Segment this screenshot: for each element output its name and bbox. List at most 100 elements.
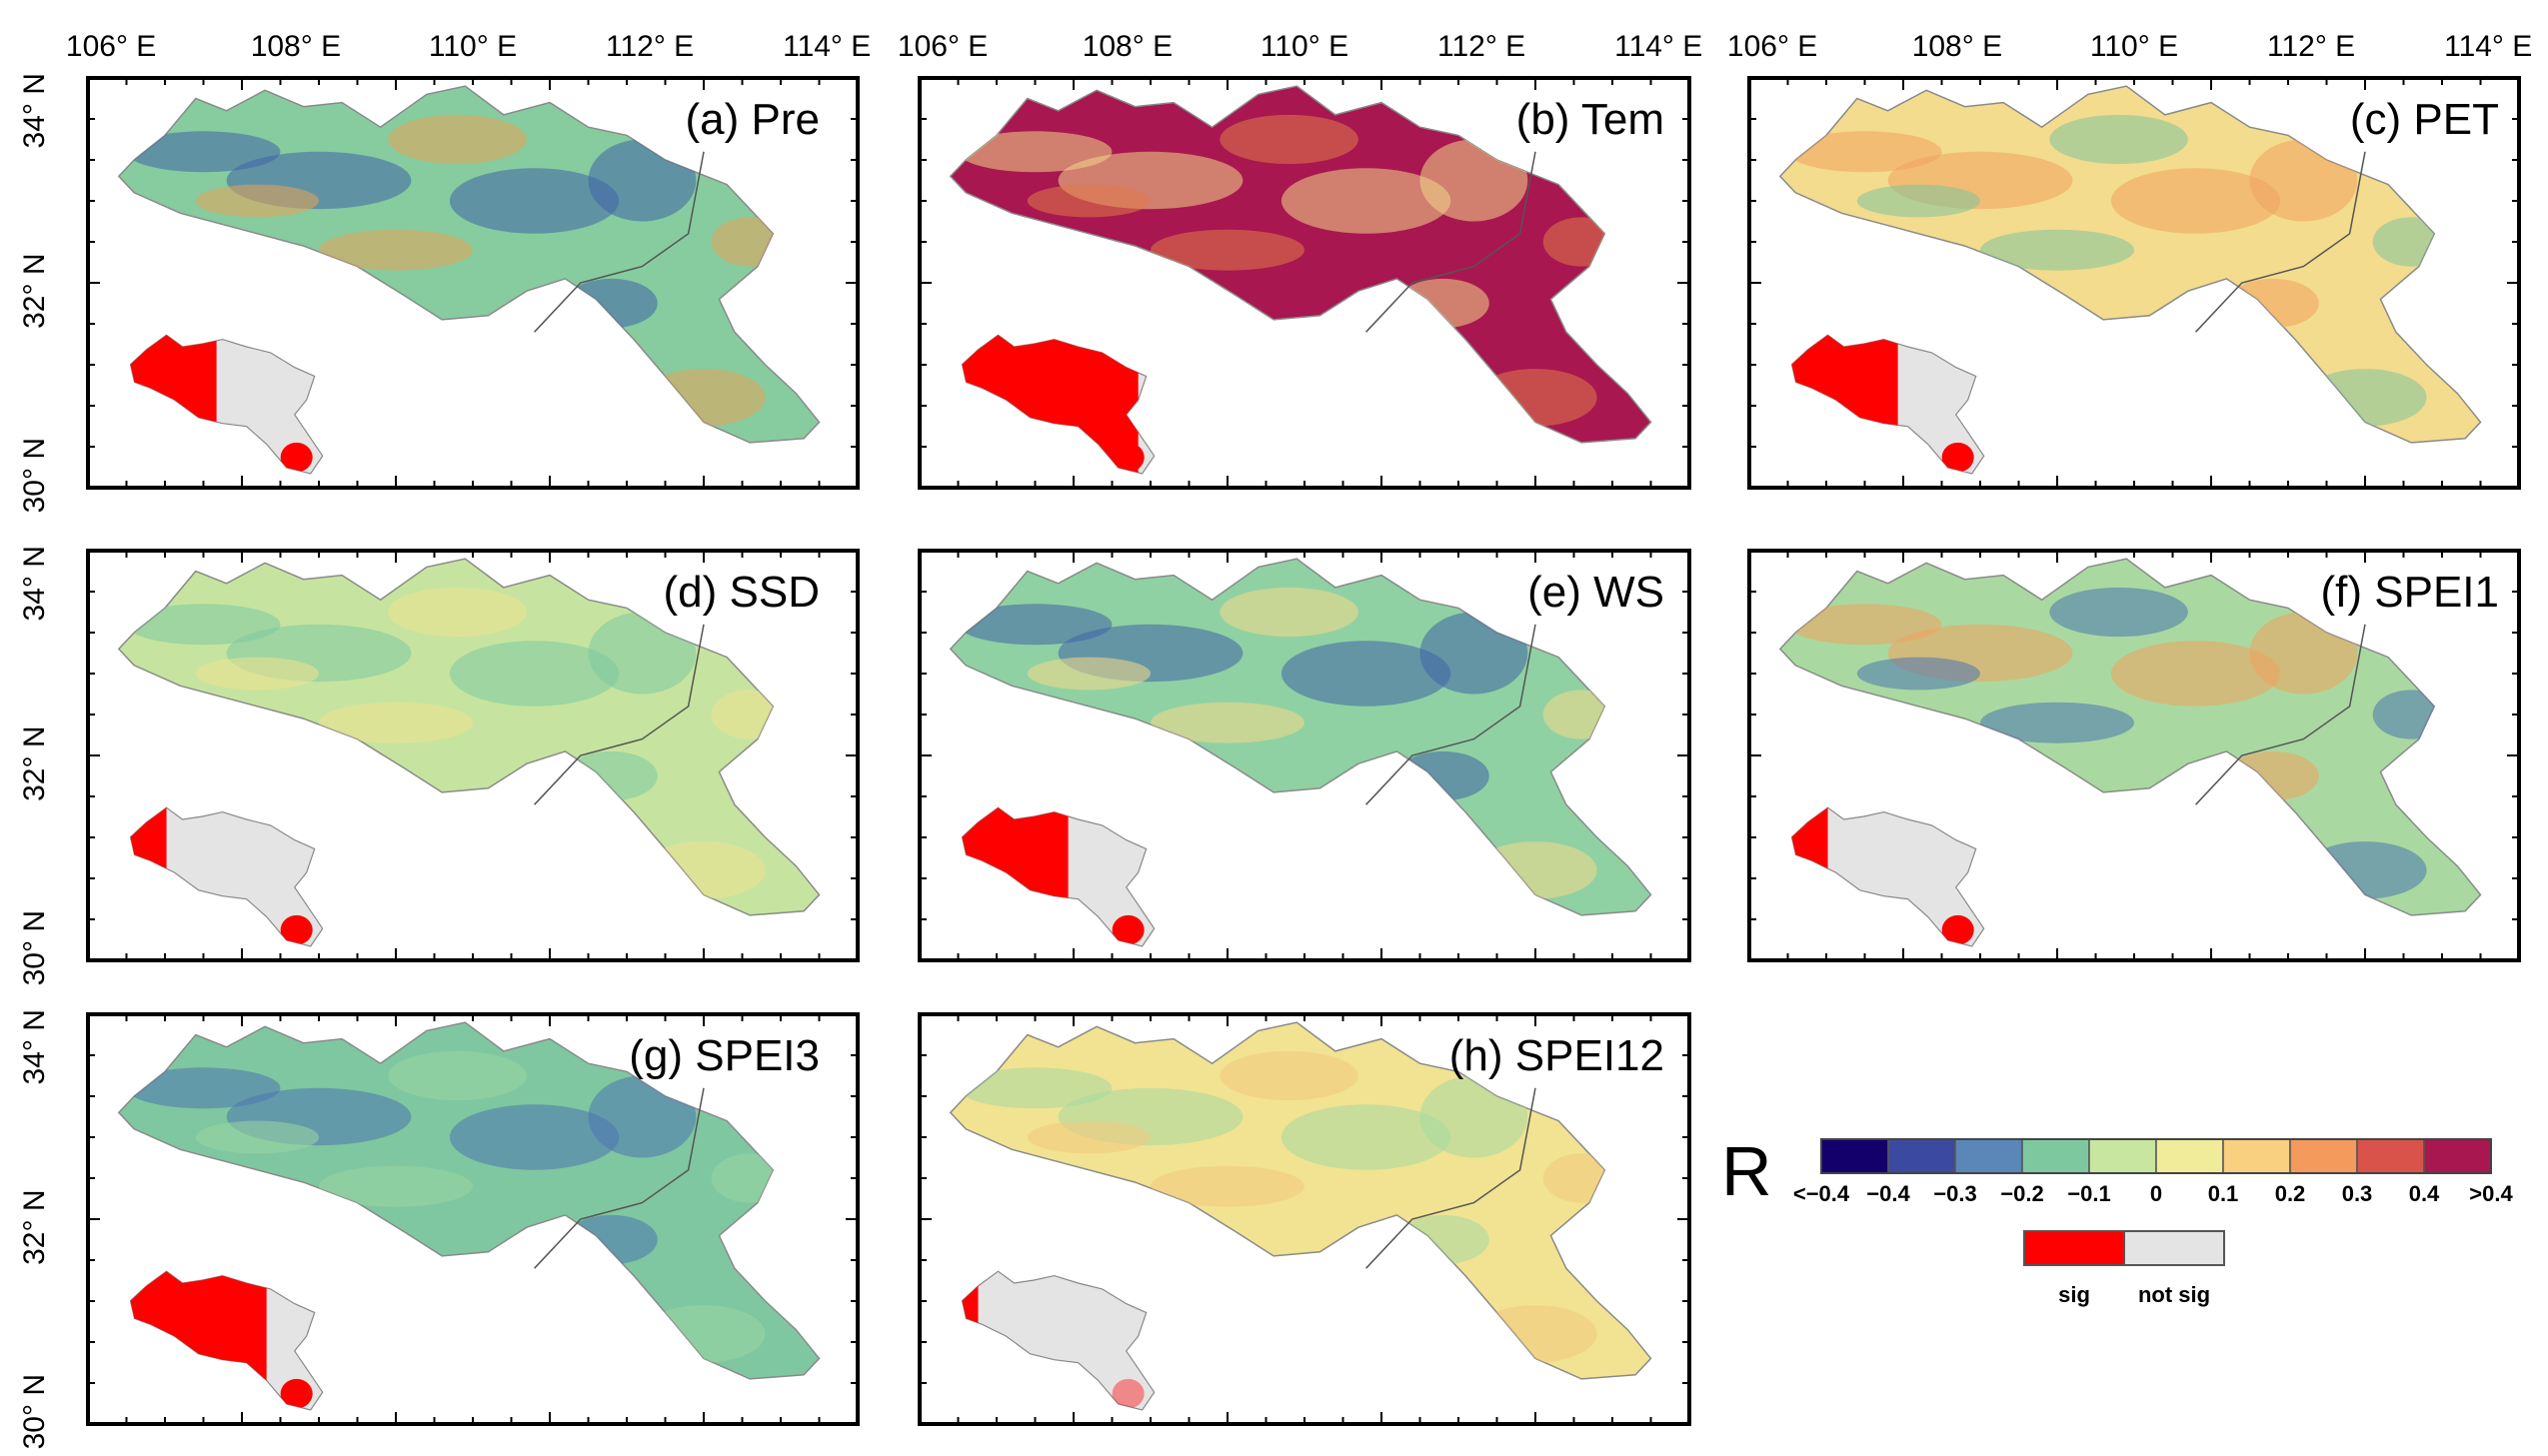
- value-patch: [195, 1120, 319, 1154]
- value-patch: [195, 657, 319, 691]
- legend-swatch: [2423, 1138, 2492, 1174]
- legend-tick-label: −0.2: [2000, 1181, 2043, 1206]
- value-patch: [1856, 184, 1980, 218]
- significance-inset: [961, 1270, 1156, 1411]
- legend-tick-label: −0.3: [1933, 1181, 1976, 1206]
- value-patch: [1980, 702, 2134, 743]
- province-boundary: [1365, 624, 1536, 805]
- value-patch: [1151, 702, 1304, 743]
- value-patch: [126, 131, 281, 173]
- legend-swatch: [2155, 1138, 2224, 1174]
- legend-tick-label: >0.4: [2469, 1181, 2513, 1206]
- value-patch: [1027, 184, 1151, 218]
- value-patch: [958, 604, 1113, 646]
- value-patch: [1220, 587, 1358, 638]
- basin-texture: [958, 1050, 1620, 1363]
- panel-title: (a) Pre: [686, 95, 820, 144]
- map-panel-f: (f) SPEI1: [1747, 549, 2521, 962]
- lon-tick-label: 106° E: [66, 30, 156, 63]
- province-boundary: [534, 151, 705, 333]
- legend-swatch: [2356, 1138, 2425, 1174]
- legend-swatch: [1820, 1138, 1889, 1174]
- lon-tick-label: 112° E: [1437, 30, 1525, 63]
- value-patch: [2049, 114, 2188, 165]
- province-boundary: [534, 624, 705, 805]
- value-patch: [388, 587, 527, 638]
- inset-sig-area: [280, 442, 313, 473]
- correlation-legend: R <−0.4 −0.4 −0.3 −0.2 −0.1 0 0.1 0.2 0.3 0.4 >0.4: [1721, 1132, 2513, 1210]
- inset-sig-area: [1112, 442, 1145, 473]
- lon-tick-label: 110° E: [2090, 30, 2178, 63]
- lon-tick-label: 110° E: [429, 30, 517, 63]
- lon-tick-label: 110° E: [1261, 30, 1348, 63]
- sig-label: sig: [2058, 1282, 2090, 1307]
- lat-tick-label: 30° N: [18, 438, 51, 513]
- panel-title: (g) SPEI3: [629, 1031, 820, 1080]
- inset-sig-area: [1941, 442, 1974, 473]
- value-patch: [319, 702, 473, 743]
- panel-title: (c) PET: [2350, 95, 2499, 144]
- lon-tick-label: 108° E: [251, 30, 341, 63]
- lon-tick-label: 106° E: [1727, 30, 1817, 63]
- panel-title: (h) SPEI12: [1449, 1031, 1664, 1080]
- inset-sig-area: [1112, 1378, 1145, 1409]
- lon-tick-label: 108° E: [1083, 30, 1173, 63]
- value-patch: [1280, 168, 1451, 234]
- value-patch: [1787, 604, 1942, 646]
- significance-inset: [961, 806, 1156, 947]
- lon-tick-label: 114° E: [2444, 30, 2532, 63]
- lat-tick-label: 34° N: [18, 546, 51, 621]
- lat-tick-label: 30° N: [18, 910, 51, 985]
- legend-tick-label: 0: [2150, 1181, 2162, 1206]
- map-panels: 30° N 32° N 34° N (a) Pre (b) Tem (c) PET 30° …: [18, 73, 2521, 1449]
- legend-color-bar: [1820, 1138, 2492, 1174]
- province-boundary: [2195, 151, 2366, 333]
- map-panel-c: (c) PET: [1747, 76, 2521, 490]
- value-patch: [2110, 168, 2281, 234]
- lat-tick-label: 34° N: [18, 1009, 51, 1084]
- value-patch: [319, 1165, 473, 1207]
- panel-title: (d) SSD: [664, 568, 820, 617]
- legend-tick-label: −0.1: [2067, 1181, 2110, 1206]
- value-patch: [1280, 641, 1451, 707]
- inset-sig-area: [1112, 914, 1145, 945]
- panel-title: (e) WS: [1527, 568, 1664, 617]
- map-panel-b: (b) Tem: [918, 76, 1691, 490]
- legend-r-symbol: R: [1721, 1132, 1772, 1210]
- lat-tick-label: 30° N: [18, 1374, 51, 1449]
- legend-tick-label: 0.3: [2342, 1181, 2373, 1206]
- value-patch: [388, 114, 527, 165]
- value-patch: [1151, 229, 1304, 271]
- significance-legend: sig not sig: [2023, 1230, 2225, 1307]
- map-panel-e: (e) WS: [918, 549, 1691, 962]
- panel-title: (f) SPEI1: [2321, 568, 2500, 617]
- legend-tick-label: 0.4: [2409, 1181, 2440, 1206]
- value-patch: [1151, 1165, 1304, 1207]
- province-boundary: [2195, 624, 2366, 805]
- value-patch: [2049, 587, 2188, 638]
- inset-sig-area: [280, 1378, 313, 1409]
- map-panel-a: 30° N 32° N 34° N (a) Pre: [18, 73, 860, 513]
- legend-swatch: [2021, 1138, 2090, 1174]
- inset-not-sig-area: [1790, 806, 1985, 947]
- value-patch: [1856, 657, 1980, 691]
- legend-tick-labels: <−0.4 −0.4 −0.3 −0.2 −0.1 0 0.1 0.2 0.3 0.4 >0.4: [1793, 1181, 2514, 1206]
- inset-not-sig-area: [129, 806, 324, 947]
- lon-tick-label: 114° E: [1614, 30, 1702, 63]
- map-panel-h: (h) SPEI12: [918, 1012, 1691, 1426]
- legend-bar-frame: [1820, 1138, 2492, 1174]
- legend-tick-label: −0.4: [1866, 1181, 1910, 1206]
- inset-sig-area: [1941, 914, 1974, 945]
- lat-tick-label: 32° N: [18, 727, 51, 801]
- sig-swatch: [2023, 1230, 2125, 1266]
- legend-swatch: [2222, 1138, 2291, 1174]
- lon-tick-label: 114° E: [783, 30, 871, 63]
- map-panel-g: 30° N 32° N 34° N (g) SPEI3: [18, 1009, 860, 1449]
- basin-texture: [126, 114, 789, 427]
- legend-swatch: [1887, 1138, 1956, 1174]
- province-boundary: [1365, 151, 1536, 333]
- legend-tick-label: <−0.4: [1793, 1181, 1850, 1206]
- lat-tick-label: 32° N: [18, 1190, 51, 1265]
- value-patch: [1027, 657, 1151, 691]
